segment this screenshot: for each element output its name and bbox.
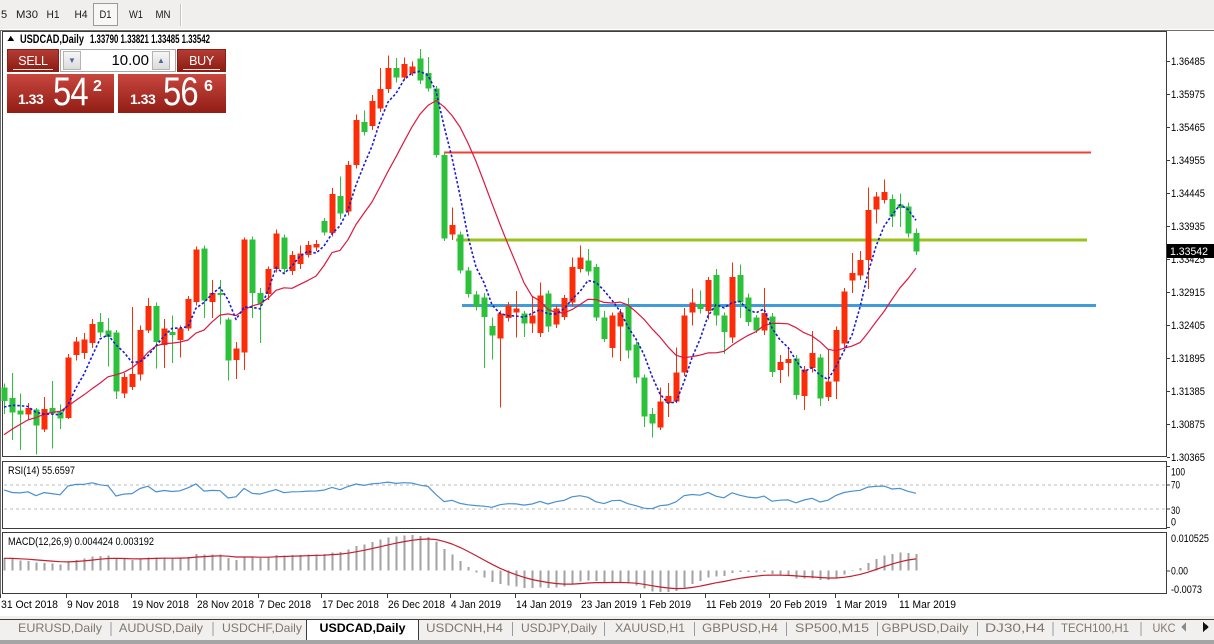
svg-text:1.31895: 1.31895: [1171, 353, 1205, 365]
svg-text:RSI(14) 55.6597: RSI(14) 55.6597: [8, 465, 75, 477]
svg-text:0.010525: 0.010525: [1171, 533, 1209, 545]
svg-text:4 Jan 2019: 4 Jan 2019: [451, 599, 501, 611]
svg-text:W1: W1: [129, 9, 143, 21]
svg-text:1.34445: 1.34445: [1171, 188, 1205, 200]
svg-text:30: 30: [1171, 505, 1180, 517]
svg-text:GBPUSD,H4: GBPUSD,H4: [702, 621, 778, 635]
svg-text:EURUSD,Daily: EURUSD,Daily: [18, 621, 102, 635]
svg-text:17 Dec 2018: 17 Dec 2018: [322, 599, 379, 611]
svg-text:20 Feb 2019: 20 Feb 2019: [770, 599, 827, 611]
svg-text:D1: D1: [100, 9, 112, 21]
svg-text:UKC: UKC: [1153, 621, 1176, 635]
svg-text:14 Jan 2019: 14 Jan 2019: [516, 599, 572, 611]
svg-text:1.35975: 1.35975: [1171, 89, 1205, 101]
svg-text:TECH100,H1: TECH100,H1: [1061, 621, 1129, 635]
svg-text:1 Feb 2019: 1 Feb 2019: [641, 599, 691, 611]
svg-text:1.30875: 1.30875: [1171, 419, 1205, 431]
svg-text:1.33790 1.33821 1.33485 1.3354: 1.33790 1.33821 1.33485 1.33542: [90, 34, 210, 46]
svg-text:28 Nov 2018: 28 Nov 2018: [197, 599, 254, 611]
svg-text:1.34955: 1.34955: [1171, 155, 1205, 167]
svg-text:GBPUSD,Daily: GBPUSD,Daily: [882, 621, 969, 635]
svg-text:19 Nov 2018: 19 Nov 2018: [132, 599, 189, 611]
svg-text:1.33542: 1.33542: [1170, 246, 1208, 258]
svg-text:MN: MN: [156, 9, 171, 21]
svg-text:AUDUSD,Daily: AUDUSD,Daily: [119, 621, 203, 635]
svg-text:26 Dec 2018: 26 Dec 2018: [388, 599, 445, 611]
svg-text:1.31385: 1.31385: [1171, 386, 1205, 398]
svg-text:USDCNH,H4: USDCNH,H4: [426, 621, 503, 635]
svg-text:SP500,M15: SP500,M15: [795, 621, 869, 635]
svg-text:0.00: 0.00: [1171, 566, 1188, 578]
svg-text:1.30365: 1.30365: [1171, 452, 1205, 464]
svg-text:XAUUSD,H1: XAUUSD,H1: [615, 621, 685, 635]
svg-text:DJ30,H4: DJ30,H4: [985, 621, 1045, 635]
svg-text:9 Nov 2018: 9 Nov 2018: [67, 599, 119, 611]
svg-text:11 Feb 2019: 11 Feb 2019: [706, 599, 762, 611]
svg-text:0: 0: [1171, 517, 1176, 529]
svg-text:5: 5: [1, 9, 7, 21]
svg-text:MACD(12,26,9) 0.004424 0.00319: MACD(12,26,9) 0.004424 0.003192: [8, 536, 154, 548]
svg-text:7 Dec 2018: 7 Dec 2018: [259, 599, 311, 611]
svg-text:H4: H4: [75, 9, 88, 21]
svg-text:H1: H1: [47, 9, 60, 21]
svg-text:USDJPY,Daily: USDJPY,Daily: [521, 621, 597, 635]
svg-text:-0.0073: -0.0073: [1171, 584, 1202, 596]
svg-text:23 Jan 2019: 23 Jan 2019: [581, 599, 637, 611]
svg-text:1.33935: 1.33935: [1171, 221, 1205, 233]
svg-text:1.32405: 1.32405: [1171, 320, 1205, 332]
svg-text:1.35465: 1.35465: [1171, 122, 1205, 134]
svg-text:70: 70: [1171, 480, 1180, 492]
svg-text:1.32915: 1.32915: [1171, 287, 1205, 299]
svg-text:11 Mar 2019: 11 Mar 2019: [899, 599, 956, 611]
svg-text:USDCHF,Daily: USDCHF,Daily: [222, 621, 302, 635]
svg-text:USDCAD,Daily: USDCAD,Daily: [320, 621, 406, 635]
svg-text:M30: M30: [16, 9, 38, 21]
svg-text:31 Oct 2018: 31 Oct 2018: [1, 599, 58, 611]
svg-text:1.36485: 1.36485: [1171, 56, 1205, 68]
svg-text:100: 100: [1171, 467, 1185, 479]
svg-text:1 Mar 2019: 1 Mar 2019: [836, 599, 887, 611]
svg-text:USDCAD,Daily: USDCAD,Daily: [20, 34, 84, 46]
